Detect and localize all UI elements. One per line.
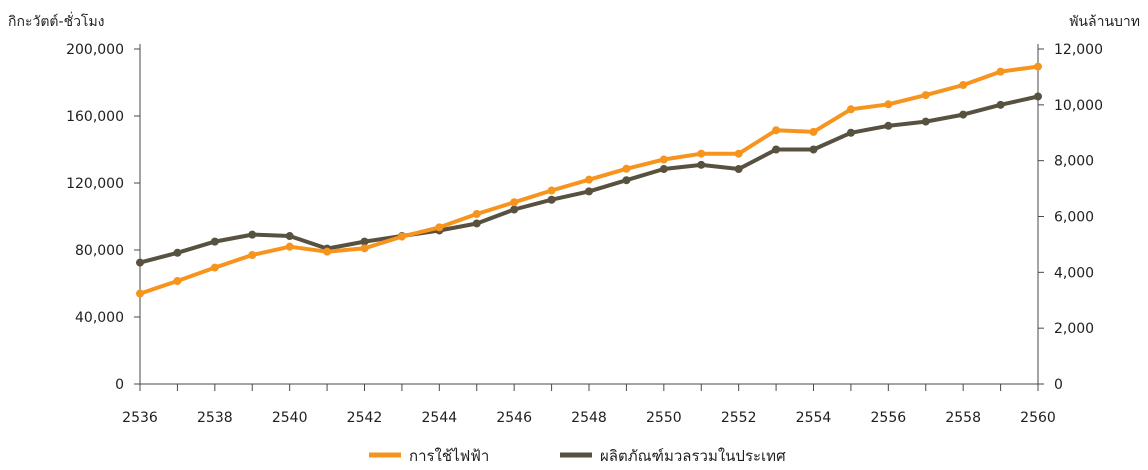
data-point-electricity	[884, 100, 893, 109]
right-y-tick-label: 8,000	[1054, 154, 1094, 170]
right-y-tick-label: 10,000	[1054, 98, 1103, 114]
x-tick-label: 2544	[422, 410, 458, 426]
right-y-tick-label: 0	[1054, 377, 1063, 393]
right-y-tick-label: 4,000	[1054, 265, 1094, 281]
x-tick-label: 2550	[646, 410, 682, 426]
data-point-electricity	[248, 251, 257, 260]
data-point-gdp	[1034, 92, 1042, 101]
legend-label-gdp: ผลิตภัณฑ์มวลรวมในประเทศ	[600, 447, 786, 465]
left-axis-unit-label: กิกะวัตต์-ชั่วโมง	[8, 12, 105, 30]
left-y-tick-label: 0	[115, 377, 124, 393]
left-y-tick-label: 160,000	[66, 109, 124, 125]
x-tick-label: 2548	[571, 410, 607, 426]
x-tick-label: 2536	[122, 410, 158, 426]
data-point-electricity	[809, 127, 818, 136]
data-point-electricity	[585, 175, 593, 184]
data-point-gdp	[510, 205, 519, 214]
data-point-gdp	[285, 232, 294, 241]
data-point-electricity	[397, 232, 406, 241]
data-point-gdp	[585, 187, 593, 196]
data-point-electricity	[360, 244, 369, 253]
data-point-electricity	[1034, 62, 1042, 71]
data-point-electricity	[697, 149, 706, 158]
data-point-gdp	[210, 237, 219, 246]
data-point-gdp	[809, 145, 818, 154]
data-point-electricity	[959, 81, 968, 90]
axes: 2536 2538 2540 2542 2544 2546 2548 2550 2552 2554…	[66, 42, 1103, 426]
x-tick-label: 2554	[796, 410, 832, 426]
x-tick-label: 2552	[721, 410, 757, 426]
x-tick-label: 2560	[1020, 410, 1056, 426]
data-point-electricity	[435, 223, 444, 232]
data-point-gdp	[846, 128, 855, 137]
data-point-gdp	[173, 248, 182, 257]
left-y-tick-label: 200,000	[66, 42, 124, 58]
x-tick-label: 2540	[272, 410, 308, 426]
data-point-gdp	[921, 117, 930, 126]
data-point-gdp	[697, 160, 706, 169]
data-point-gdp	[772, 145, 781, 154]
data-point-gdp	[360, 237, 369, 246]
data-point-gdp	[734, 165, 743, 174]
legend-label-electricity: การใช้ไฟฟ้า	[409, 447, 489, 465]
data-point-electricity	[285, 242, 294, 251]
data-point-electricity	[659, 155, 668, 164]
data-point-electricity	[622, 164, 631, 173]
data-point-gdp	[622, 176, 631, 185]
right-y-tick-label: 6,000	[1054, 210, 1094, 226]
left-y-tick-label: 120,000	[66, 176, 124, 192]
data-point-electricity	[510, 198, 519, 207]
data-point-gdp	[659, 165, 668, 174]
legend-item-gdp: ผลิตภัณฑ์มวลรวมในประเทศ	[560, 447, 786, 465]
data-point-electricity	[547, 186, 556, 195]
x-tick-label: 2558	[945, 410, 981, 426]
x-tick-label: 2542	[347, 410, 383, 426]
legend-item-electricity: การใช้ไฟฟ้า	[369, 447, 489, 465]
data-point-electricity	[210, 263, 219, 272]
data-point-electricity	[323, 247, 332, 256]
right-axis-unit-label: พันล้านบาท	[1069, 14, 1140, 30]
x-tick-label: 2546	[496, 410, 532, 426]
x-tick-label: 2556	[871, 410, 907, 426]
series-layer	[136, 62, 1042, 298]
right-y-tick-label: 12,000	[1054, 42, 1103, 58]
data-point-electricity	[772, 126, 781, 135]
legend: การใช้ไฟฟ้า ผลิตภัณฑ์มวลรวมในประเทศ	[369, 447, 786, 465]
x-tick-label: 2538	[197, 410, 233, 426]
data-point-electricity	[136, 289, 144, 298]
data-point-electricity	[996, 67, 1005, 76]
data-point-gdp	[884, 121, 893, 130]
data-point-gdp	[996, 100, 1005, 109]
data-point-gdp	[547, 195, 556, 204]
data-point-gdp	[136, 258, 144, 267]
data-point-electricity	[734, 149, 743, 158]
data-point-gdp	[959, 110, 968, 119]
right-y-tick-label: 2,000	[1054, 321, 1094, 337]
left-y-tick-label: 40,000	[75, 310, 124, 326]
left-y-tick-label: 80,000	[75, 243, 124, 259]
data-point-gdp	[248, 230, 257, 239]
data-point-electricity	[173, 276, 182, 285]
data-point-electricity	[921, 91, 930, 100]
series-electricity	[136, 62, 1042, 298]
data-point-electricity	[472, 209, 481, 218]
data-point-gdp	[472, 219, 481, 228]
data-point-electricity	[846, 105, 855, 114]
